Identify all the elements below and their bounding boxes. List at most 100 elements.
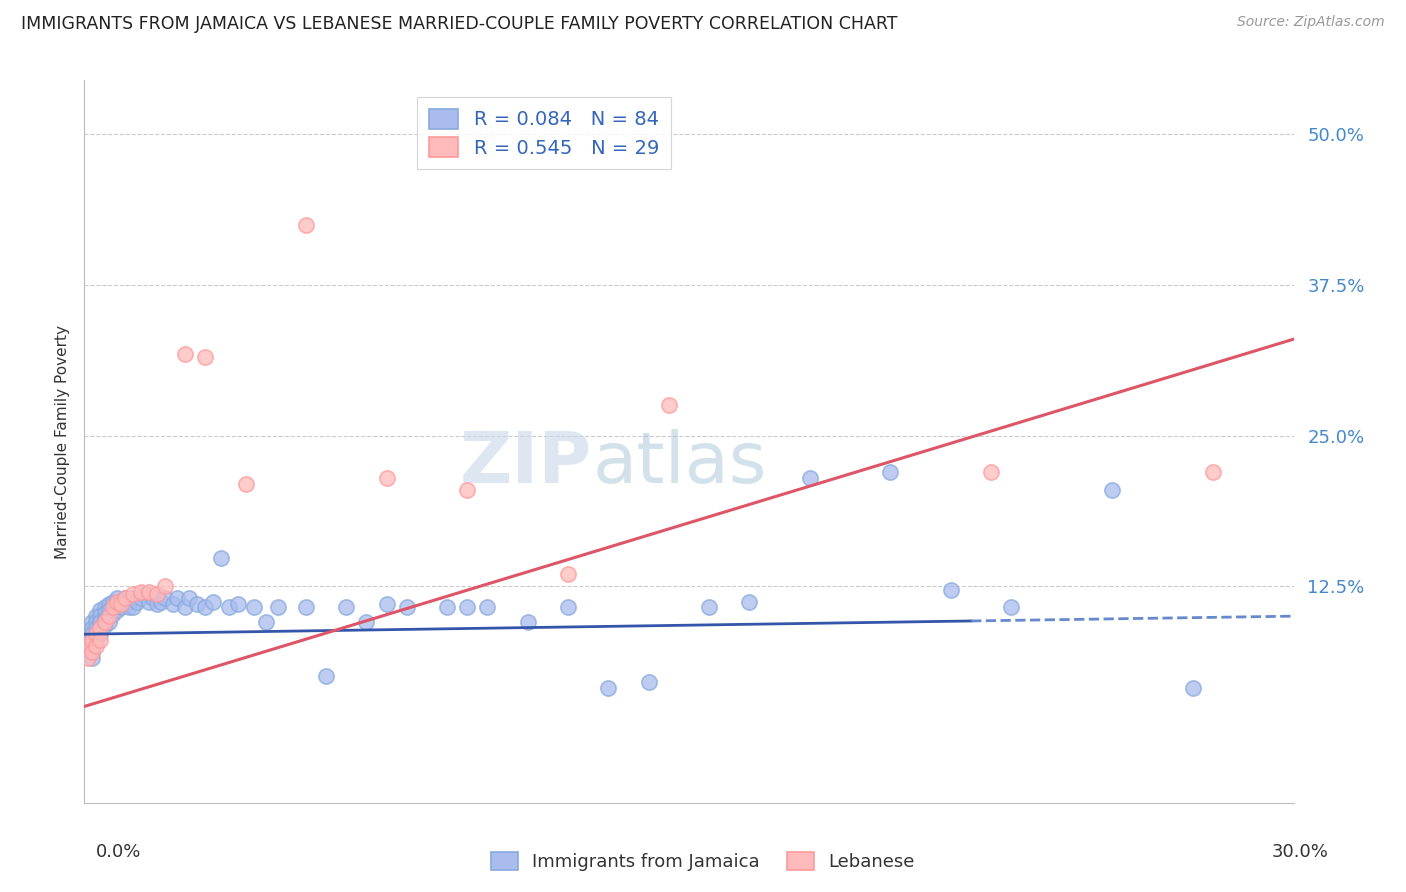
Point xyxy=(267,599,290,614)
Point xyxy=(97,609,120,624)
Point xyxy=(77,627,100,641)
Point xyxy=(114,591,136,606)
Point xyxy=(114,591,136,606)
Point xyxy=(86,615,108,630)
Point xyxy=(166,591,188,606)
Point xyxy=(110,595,132,609)
Point xyxy=(97,609,120,624)
Point xyxy=(356,615,378,630)
Point xyxy=(82,645,104,659)
Point xyxy=(101,607,124,621)
Point xyxy=(879,465,901,479)
Point xyxy=(557,567,579,582)
Point xyxy=(82,627,104,641)
Point xyxy=(89,621,111,635)
Point xyxy=(129,585,152,599)
Point xyxy=(86,627,108,641)
Point xyxy=(77,633,100,648)
Point xyxy=(436,599,458,614)
Point xyxy=(179,591,201,606)
Point xyxy=(375,597,398,611)
Point xyxy=(980,465,1002,479)
Point xyxy=(295,218,318,232)
Point xyxy=(89,633,111,648)
Point xyxy=(149,595,172,609)
Point xyxy=(456,599,478,614)
Point xyxy=(82,639,104,653)
Point xyxy=(82,645,104,659)
Point xyxy=(395,599,418,614)
Point xyxy=(89,615,111,630)
Point xyxy=(146,597,169,611)
Point xyxy=(186,597,208,611)
Text: Source: ZipAtlas.com: Source: ZipAtlas.com xyxy=(1237,15,1385,29)
Point xyxy=(77,639,100,653)
Point xyxy=(375,471,398,485)
Point xyxy=(209,551,232,566)
Point xyxy=(82,633,104,648)
Point xyxy=(162,597,184,611)
Point xyxy=(295,599,318,614)
Point xyxy=(101,599,124,614)
Point xyxy=(86,621,108,635)
Point xyxy=(1181,681,1204,696)
Point xyxy=(93,615,115,630)
Point xyxy=(105,603,128,617)
Point xyxy=(110,597,132,611)
Point xyxy=(82,615,104,630)
Point xyxy=(335,599,357,614)
Point xyxy=(557,599,579,614)
Text: IMMIGRANTS FROM JAMAICA VS LEBANESE MARRIED-COUPLE FAMILY POVERTY CORRELATION CH: IMMIGRANTS FROM JAMAICA VS LEBANESE MARR… xyxy=(21,15,897,33)
Point xyxy=(101,600,124,615)
Point xyxy=(89,609,111,624)
Point xyxy=(146,587,169,601)
Point xyxy=(121,591,143,606)
Point xyxy=(477,599,499,614)
Point xyxy=(110,599,132,614)
Legend: Immigrants from Jamaica, Lebanese: Immigrants from Jamaica, Lebanese xyxy=(484,845,922,879)
Point xyxy=(456,483,478,497)
Point xyxy=(1000,599,1022,614)
Point xyxy=(134,587,156,601)
Point xyxy=(105,591,128,606)
Point xyxy=(105,595,128,609)
Point xyxy=(637,675,659,690)
Point xyxy=(254,615,277,630)
Point xyxy=(226,597,249,611)
Point xyxy=(89,603,111,617)
Point xyxy=(697,599,720,614)
Point xyxy=(97,615,120,630)
Point xyxy=(89,627,111,641)
Point xyxy=(93,599,115,614)
Point xyxy=(218,599,240,614)
Point xyxy=(93,617,115,632)
Point xyxy=(118,595,141,609)
Point xyxy=(86,609,108,624)
Point xyxy=(153,579,176,593)
Point xyxy=(101,595,124,609)
Point xyxy=(142,591,165,606)
Point xyxy=(89,621,111,635)
Point xyxy=(1101,483,1123,497)
Point xyxy=(121,599,143,614)
Point xyxy=(86,633,108,648)
Point xyxy=(194,350,217,364)
Point xyxy=(105,597,128,611)
Point xyxy=(1202,465,1225,479)
Point xyxy=(82,651,104,665)
Point xyxy=(939,582,962,597)
Point xyxy=(658,398,681,412)
Point xyxy=(194,599,217,614)
Point xyxy=(129,591,152,606)
Y-axis label: Married-Couple Family Poverty: Married-Couple Family Poverty xyxy=(55,325,70,558)
Point xyxy=(153,591,176,606)
Point xyxy=(738,595,761,609)
Point xyxy=(114,597,136,611)
Point xyxy=(598,681,620,696)
Point xyxy=(118,599,141,614)
Point xyxy=(82,621,104,635)
Point xyxy=(97,603,120,617)
Point xyxy=(97,597,120,611)
Point xyxy=(77,651,100,665)
Point xyxy=(174,346,197,360)
